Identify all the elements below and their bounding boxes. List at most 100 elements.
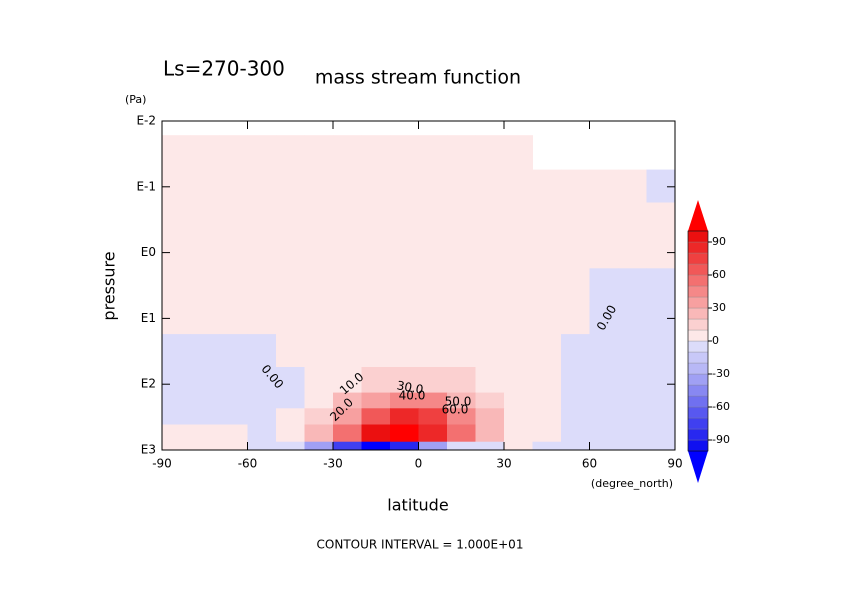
field-cell (447, 366, 476, 394)
field-cell (475, 235, 505, 269)
colorbar-label: -90 (712, 433, 730, 446)
x-tick-label: -30 (323, 457, 343, 471)
field-cell (304, 202, 334, 236)
field-cell (390, 392, 419, 409)
field-cell (247, 392, 277, 409)
field-cell (276, 135, 305, 171)
field-cell (333, 334, 362, 368)
field-cell (361, 301, 391, 335)
field-cell (219, 202, 248, 236)
colorbar-label: 30 (712, 301, 726, 314)
y-unit: (Pa) (125, 93, 146, 106)
field-cell (646, 408, 675, 426)
field-cell (589, 424, 619, 443)
subtitle: Ls=270-300 (163, 57, 285, 81)
field-cell (561, 408, 590, 426)
field-cell (532, 392, 562, 409)
field-cell (561, 301, 590, 335)
x-tick-label: -90 (152, 457, 172, 471)
y-tick-label: E-2 (136, 114, 156, 128)
field-cell (475, 366, 505, 394)
field-cell (504, 268, 533, 302)
field-cell (247, 301, 277, 335)
field-cell (276, 392, 305, 409)
field-cell (276, 334, 305, 368)
field-cell (618, 202, 647, 236)
field-cell (304, 301, 334, 335)
field-cell (504, 334, 533, 368)
field-cell (418, 441, 448, 450)
field-cell (418, 301, 448, 335)
field-cell (162, 169, 191, 203)
field-cell (618, 169, 647, 203)
field-cell (162, 301, 191, 335)
field-cell (447, 441, 476, 450)
field-cell (276, 408, 305, 426)
field-cell (618, 441, 647, 450)
contour-label: 30.0 (396, 378, 425, 396)
field-cell (247, 202, 277, 236)
x-tick-label: 90 (667, 457, 682, 471)
field-cell (589, 392, 619, 409)
field-cell (333, 441, 362, 450)
field-cell (646, 235, 675, 269)
field-cell (162, 366, 191, 394)
field-cell (589, 235, 619, 269)
colorbar-box (687, 241, 709, 254)
field-cell (447, 169, 476, 203)
field-cell (418, 135, 448, 171)
field-cell (390, 135, 419, 171)
field-cell (447, 202, 476, 236)
field-cell (504, 202, 533, 236)
field-cell (361, 424, 391, 443)
field-cell (418, 169, 448, 203)
field-cell (361, 408, 391, 426)
colorbar-box (687, 230, 709, 243)
field-cell (589, 334, 619, 368)
field-cell (247, 268, 277, 302)
field-cell (618, 366, 647, 394)
field-cell (333, 169, 362, 203)
field-cell (475, 441, 505, 450)
field-cell (162, 202, 191, 236)
field-cell (276, 268, 305, 302)
field-cell (219, 268, 248, 302)
colorbar-box (687, 406, 709, 419)
colorbar-box (687, 252, 709, 265)
field-cell (276, 202, 305, 236)
field-cell (589, 268, 619, 302)
field-cell (475, 268, 505, 302)
field-cell (333, 301, 362, 335)
field-cell (589, 366, 619, 394)
field-cell (162, 268, 191, 302)
field-cell (447, 408, 476, 426)
field-cell (532, 334, 562, 368)
field-cell (361, 334, 391, 368)
field-cell (247, 235, 277, 269)
field-cell (304, 441, 334, 450)
field-cell (532, 301, 562, 335)
field-cell (162, 408, 191, 426)
field-cell (247, 424, 277, 443)
colorbar-box (687, 274, 709, 287)
field-cell (475, 135, 505, 171)
field-cell (247, 334, 277, 368)
field-cell (646, 334, 675, 368)
field-cell (190, 235, 220, 269)
field-cell (361, 392, 391, 409)
field-cell (190, 424, 220, 443)
colorbar-box (687, 318, 709, 331)
field-cell (418, 366, 448, 394)
field-cell (646, 301, 675, 335)
field-cell (475, 169, 505, 203)
x-unit: (degree_north) (591, 477, 673, 490)
field-cell (276, 441, 305, 450)
field-cell (418, 268, 448, 302)
x-tick-label: 60 (582, 457, 597, 471)
field-cell (418, 424, 448, 443)
field-cell (532, 408, 562, 426)
field-cell (561, 202, 590, 236)
field-cell (561, 366, 590, 394)
field-cell (589, 202, 619, 236)
field-cell (561, 235, 590, 269)
